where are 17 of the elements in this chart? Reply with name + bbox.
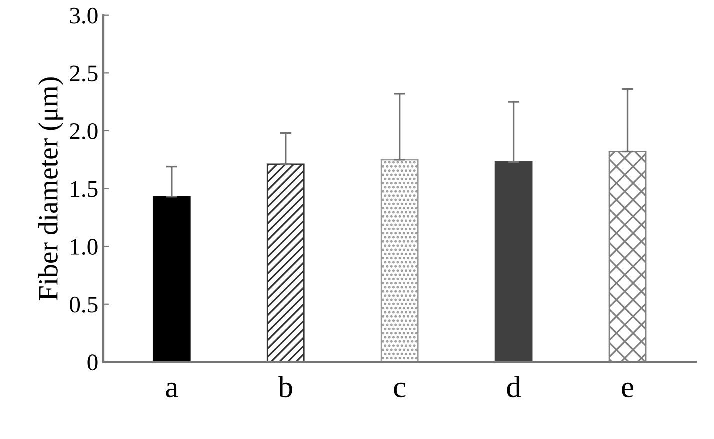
y-tick-label: 1.0 (71, 239, 98, 256)
y-tick-label: 1.5 (71, 181, 98, 198)
x-tick-label: d (507, 376, 522, 398)
bar (380, 159, 419, 362)
bar (266, 164, 305, 362)
y-tick-label: 0.5 (70, 296, 98, 313)
x-tick-label: e (622, 382, 634, 398)
x-tick-label: a (166, 382, 178, 398)
y-tick-label: 2.0 (70, 123, 98, 140)
x-tick-label: b (278, 376, 292, 398)
y-tick-label: 3.0 (70, 8, 98, 24)
y-tick-label: 2.5 (70, 66, 98, 82)
bar (494, 161, 533, 362)
y-axis-title: Fiber diameter (μm) (38, 78, 64, 300)
bar (152, 196, 191, 362)
y-tick-label: 0 (88, 354, 98, 371)
x-tick-label: c (394, 382, 406, 398)
